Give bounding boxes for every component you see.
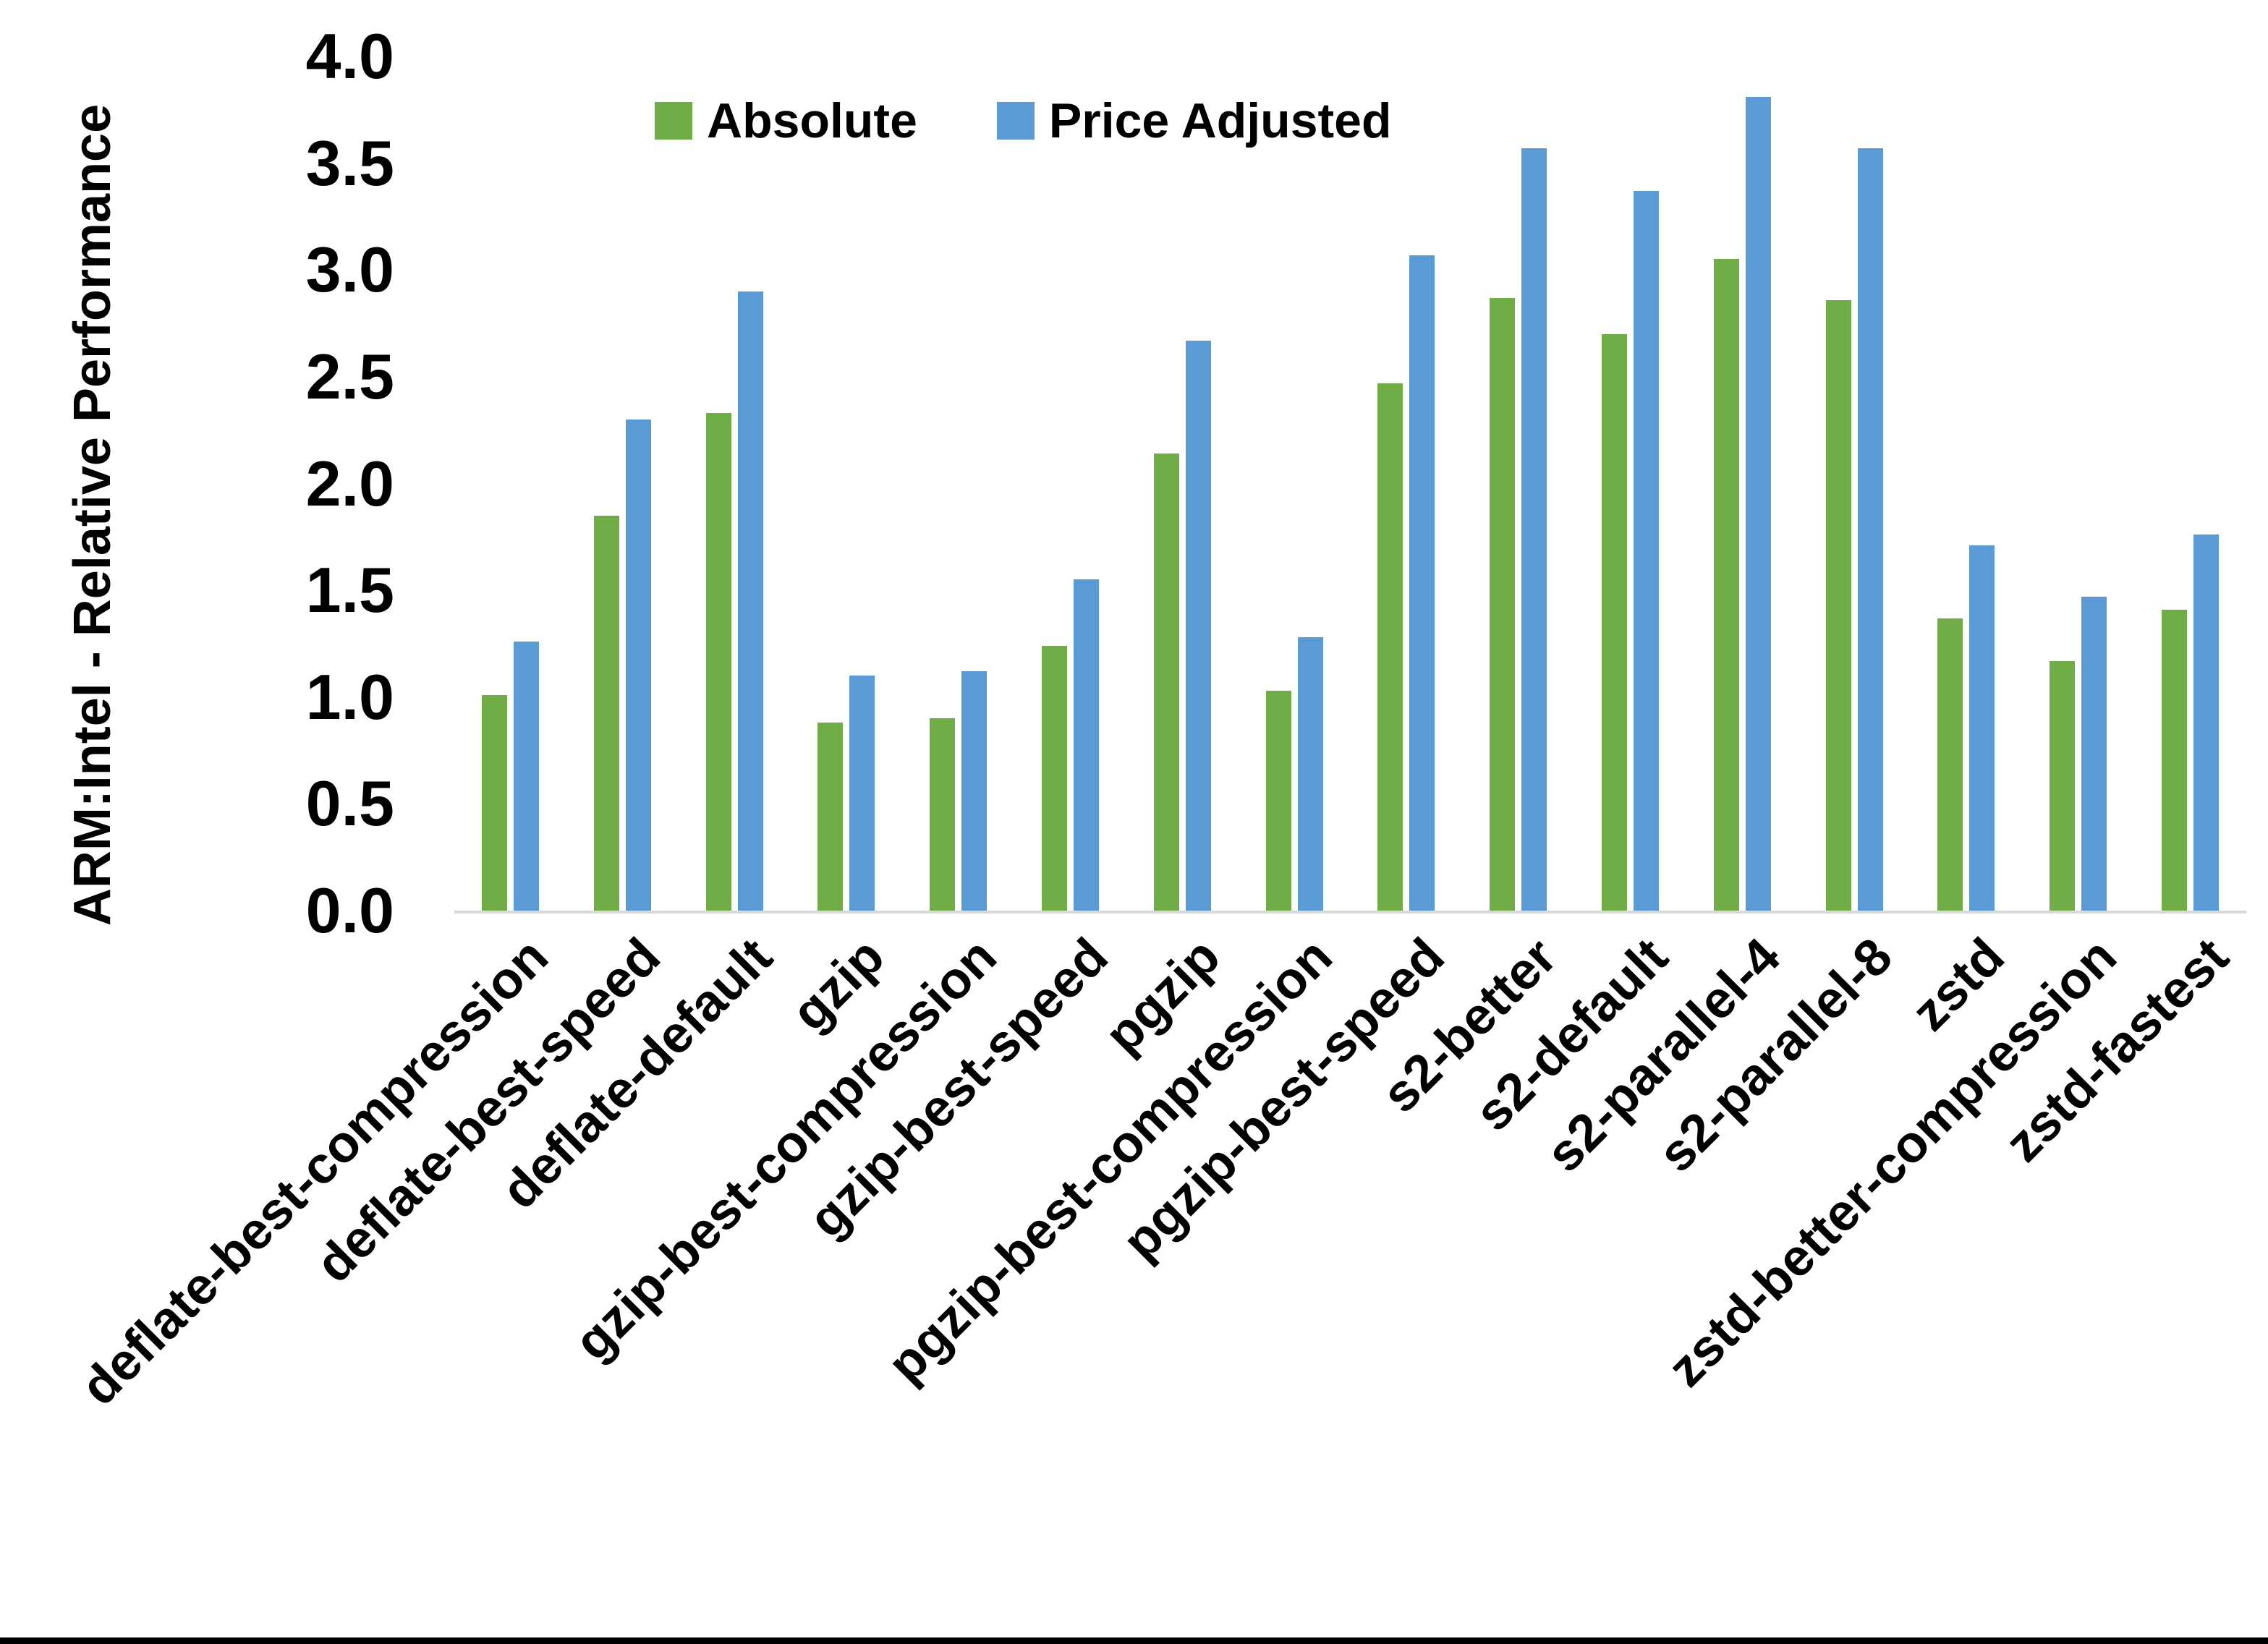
bar-zstd-price-adjusted bbox=[1969, 545, 1995, 911]
legend-swatch-absolute-icon bbox=[655, 102, 692, 140]
bar-s2-better-absolute bbox=[1490, 297, 1516, 911]
bar-zstd-absolute bbox=[1937, 618, 1963, 911]
y-axis-title: ARM:Intel - Relative Performance bbox=[64, 103, 122, 927]
bar-deflate-best-speed-price-adjusted bbox=[625, 419, 651, 911]
bottom-border bbox=[0, 1637, 2268, 1644]
bar-pgzip-absolute bbox=[1153, 453, 1179, 911]
bar-s2-default-price-adjusted bbox=[1634, 191, 1660, 911]
bar-pgzip-best-speed-absolute bbox=[1377, 383, 1403, 911]
legend-item-price-adjusted: Price Adjusted bbox=[996, 93, 1392, 149]
y-tick-label: 2.5 bbox=[305, 340, 394, 412]
bar-deflate-default-absolute bbox=[705, 413, 731, 911]
legend-swatch-price-adjusted-icon bbox=[996, 102, 1035, 140]
bar-s2-better-price-adjusted bbox=[1521, 148, 1547, 911]
bar-deflate-best-compression-price-adjusted bbox=[513, 641, 539, 911]
bar-pgzip-best-speed-price-adjusted bbox=[1409, 255, 1435, 911]
bar-gzip-best-speed-absolute bbox=[1041, 645, 1067, 911]
bar-pgzip-price-adjusted bbox=[1185, 340, 1211, 911]
legend-label-price-adjusted: Price Adjusted bbox=[1048, 93, 1392, 148]
bar-s2-default-absolute bbox=[1602, 333, 1628, 911]
bar-s2-parallel-8-absolute bbox=[1825, 299, 1851, 911]
x-axis-line bbox=[454, 911, 2246, 913]
y-tick-label: 1.0 bbox=[305, 660, 394, 733]
bar-gzip-best-speed-price-adjusted bbox=[1073, 579, 1099, 911]
y-tick-label: 2.0 bbox=[305, 447, 394, 519]
bar-gzip-best-compression-price-adjusted bbox=[961, 671, 988, 911]
y-tick-label: 3.0 bbox=[305, 234, 394, 306]
y-tick-label: 1.5 bbox=[305, 554, 394, 626]
bar-gzip-best-compression-absolute bbox=[930, 718, 956, 911]
legend-label-absolute: Absolute bbox=[707, 93, 917, 148]
bar-zstd-fastest-price-adjusted bbox=[2193, 534, 2220, 911]
y-tick-label: 4.0 bbox=[305, 20, 394, 92]
bar-zstd-better-compression-price-adjusted bbox=[2081, 596, 2107, 911]
bar-zstd-better-compression-absolute bbox=[2050, 660, 2076, 911]
y-tick-label: 0.0 bbox=[305, 874, 394, 946]
bar-pgzip-best-compression-price-adjusted bbox=[1297, 637, 1323, 911]
legend-item-absolute: Absolute bbox=[655, 93, 917, 149]
y-tick-label: 0.5 bbox=[305, 767, 394, 840]
bar-deflate-default-price-adjusted bbox=[737, 291, 763, 911]
x-category-label: deflate-best-compression bbox=[70, 927, 560, 1417]
bar-deflate-best-speed-absolute bbox=[593, 515, 619, 911]
bar-zstd-fastest-absolute bbox=[2162, 609, 2188, 911]
legend: Absolute Price Adjusted bbox=[655, 93, 1392, 149]
bar-s2-parallel-8-price-adjusted bbox=[1857, 148, 1883, 911]
bar-pgzip-best-compression-absolute bbox=[1265, 690, 1291, 911]
bar-gzip-price-adjusted bbox=[849, 676, 875, 911]
bar-s2-parallel-4-absolute bbox=[1713, 259, 1739, 911]
bar-deflate-best-compression-absolute bbox=[481, 694, 507, 911]
bar-s2-parallel-4-price-adjusted bbox=[1745, 97, 1771, 911]
y-tick-label: 3.5 bbox=[305, 127, 394, 199]
bar-gzip-absolute bbox=[817, 723, 844, 911]
